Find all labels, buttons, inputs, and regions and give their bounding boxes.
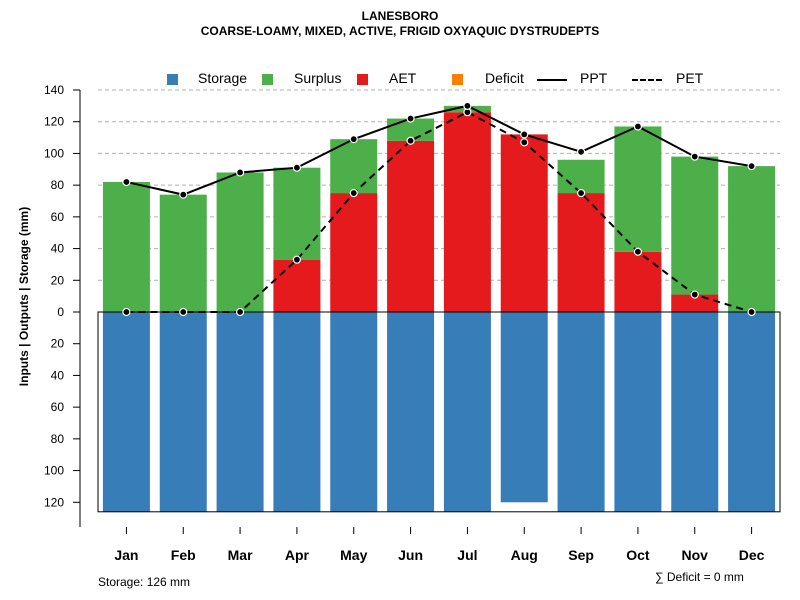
x-tick-label-jun: Jun — [398, 547, 423, 563]
aet-bar-aug — [500, 134, 548, 312]
surplus-bar-feb — [159, 194, 207, 312]
storage-bar-jan — [102, 312, 150, 512]
ppt-point-nov — [690, 152, 699, 161]
legend-ppt-label: PPT — [580, 70, 608, 86]
surplus-bar-mar — [216, 172, 264, 312]
storage-bar-apr — [273, 312, 321, 512]
surplus-bar-dec — [728, 166, 776, 312]
pet-point-nov — [690, 290, 699, 299]
x-tick-label-jan: Jan — [114, 547, 138, 563]
storage-bar-jul — [443, 312, 491, 512]
y-tick-label: 60 — [51, 210, 65, 224]
chart-subtitle: COARSE-LOAMY, MIXED, ACTIVE, FRIGID OXYA… — [200, 24, 600, 38]
storage-bar-aug — [500, 312, 548, 503]
x-tick-label-jul: Jul — [457, 547, 477, 563]
aet-bar-apr — [273, 259, 321, 312]
ppt-line — [126, 104, 752, 196]
y-tick-label: 60 — [51, 400, 65, 414]
ppt-point-sep — [576, 147, 586, 156]
pet-point-sep — [576, 188, 586, 198]
y-tick-label: 80 — [51, 178, 65, 192]
aet-bar-jul — [443, 112, 491, 312]
ppt-point-mar — [235, 168, 245, 177]
x-tick-label-dec: Dec — [739, 547, 765, 563]
x-tick-label-sep: Sep — [568, 547, 594, 563]
y-tick-label: 40 — [51, 368, 65, 382]
storage-note: Storage: 126 mm — [98, 575, 191, 589]
legend-aet-label: AET — [389, 70, 417, 86]
ppt-point-jun — [406, 114, 415, 123]
legend-pet-line — [632, 79, 662, 81]
x-tick-label-apr: Apr — [285, 547, 310, 563]
storage-bar-sep — [557, 312, 605, 512]
aet-bar-oct — [614, 251, 662, 312]
surplus-bar-oct — [614, 126, 662, 252]
legend-surplus-swatch — [262, 74, 273, 85]
legend-storage-swatch — [167, 74, 178, 85]
x-tick-label-mar: Mar — [228, 547, 253, 563]
pet-line — [126, 111, 752, 313]
y-tick-label: 120 — [44, 495, 64, 509]
x-tick-label-feb: Feb — [171, 547, 196, 563]
surplus-bar-apr — [273, 167, 321, 260]
x-tick-label-nov: Nov — [682, 547, 709, 563]
storage-bar-nov — [671, 312, 719, 512]
ppt-point-apr — [292, 163, 302, 172]
pet-point-oct — [633, 247, 643, 256]
chart-title: LANESBORO — [361, 9, 439, 23]
pet-point-jan — [122, 307, 131, 317]
y-tick-label: 20 — [51, 273, 65, 287]
storage-bar-mar — [216, 312, 264, 512]
legend-storage-label: Storage — [198, 70, 248, 86]
y-tick-label: 120 — [44, 115, 64, 129]
y-axis-label: Inputs | Outputs | Storage (mm) — [17, 207, 31, 386]
pet-point-aug — [520, 138, 529, 147]
pet-point-may — [349, 188, 358, 198]
storage-bar-dec — [728, 312, 776, 512]
pet-point-apr — [292, 255, 302, 264]
y-tick-label: 0 — [57, 305, 64, 319]
y-tick-label: 100 — [44, 146, 64, 160]
aet-bar-sep — [557, 193, 605, 312]
pet-point-dec — [747, 307, 756, 317]
x-tick-label-aug: Aug — [511, 547, 538, 563]
y-tick-label: 20 — [51, 337, 65, 351]
ppt-point-may — [349, 135, 358, 144]
deficit-note: ∑ Deficit = 0 mm — [655, 570, 744, 584]
storage-bar-may — [330, 312, 378, 512]
storage-bar-oct — [614, 312, 662, 512]
storage-bar-feb — [159, 312, 207, 512]
legend-ppt-line — [537, 79, 567, 81]
surplus-bar-sep — [557, 159, 605, 194]
pet-point-jun — [406, 136, 415, 145]
surplus-bar-jan — [102, 181, 150, 312]
pet-point-feb — [179, 307, 188, 317]
surplus-bar-jun — [387, 118, 435, 141]
storage-bar-jun — [387, 312, 435, 512]
legend-aet-swatch — [357, 74, 368, 85]
legend-pet-label: PET — [676, 70, 704, 86]
x-tick-label-may: May — [340, 547, 367, 563]
ppt-point-jan — [122, 177, 131, 187]
ppt-point-dec — [747, 162, 756, 171]
x-tick-label-oct: Oct — [626, 547, 650, 563]
pet-point-mar — [235, 307, 245, 317]
y-tick-label: 80 — [51, 432, 65, 446]
surplus-bar-nov — [671, 156, 719, 295]
ppt-point-jul — [463, 101, 472, 110]
y-tick-label: 40 — [51, 242, 65, 256]
legend-deficit-label: Deficit — [485, 70, 524, 86]
legend-deficit-swatch — [452, 74, 463, 85]
ppt-point-feb — [179, 190, 188, 199]
aet-bar-jun — [387, 140, 435, 312]
y-tick-label: 140 — [44, 83, 64, 97]
ppt-point-oct — [633, 122, 643, 131]
ppt-point-aug — [520, 130, 529, 139]
legend-surplus-label: Surplus — [294, 70, 342, 86]
y-tick-label: 100 — [44, 464, 64, 478]
